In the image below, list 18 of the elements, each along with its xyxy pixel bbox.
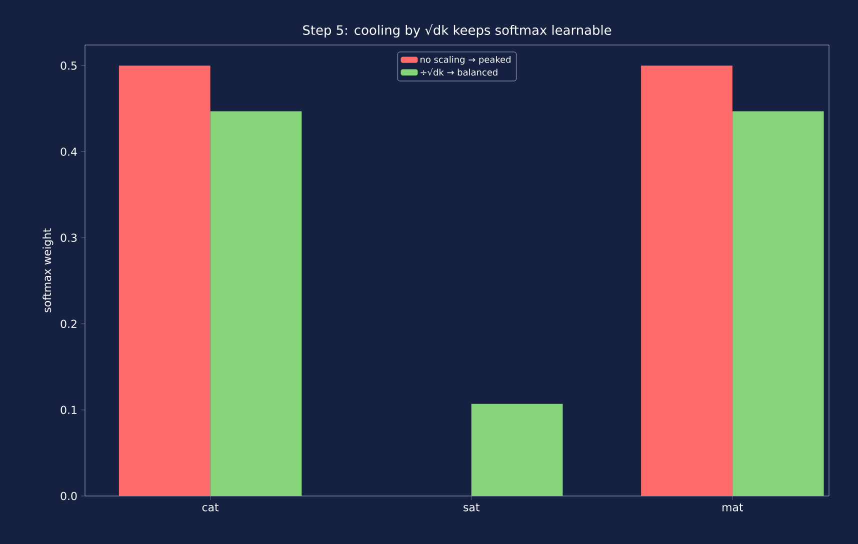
- chart-title: Step 5: cooling by √dk keeps softmax learnable: [303, 24, 612, 38]
- legend-label: no scaling → peaked: [420, 56, 510, 65]
- bar: [210, 111, 302, 496]
- y-tick-label: 0.0: [60, 492, 77, 500]
- bar: [641, 66, 732, 496]
- x-tick-label: mat: [722, 504, 743, 512]
- legend-label: ÷√dk → balanced: [420, 68, 498, 76]
- y-tick-label: 0.5: [60, 62, 77, 70]
- y-tick-label: 0.3: [60, 234, 77, 242]
- y-tick-label: 0.4: [60, 148, 77, 156]
- bar: [118, 66, 210, 496]
- x-tick-label: sat: [464, 504, 480, 512]
- y-tick-label: 0.2: [60, 320, 76, 328]
- bar: [471, 404, 563, 496]
- y-tick-label: 0.1: [60, 406, 76, 414]
- bar: [732, 111, 824, 496]
- x-tick-label: cat: [202, 504, 219, 512]
- y-axis-title: softmax weight: [42, 228, 54, 312]
